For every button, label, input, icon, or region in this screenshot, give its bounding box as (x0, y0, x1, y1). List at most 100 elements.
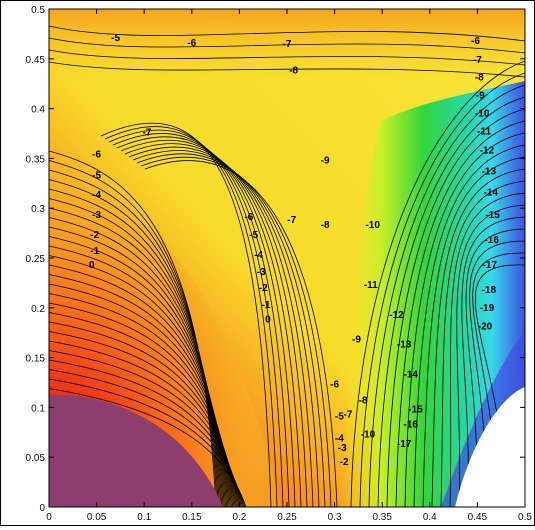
x-tick-label: 0.45 (468, 512, 488, 523)
contour-label: -4 (254, 250, 263, 261)
contour-label: -19 (480, 303, 495, 314)
contour-line (456, 204, 525, 507)
right-cool-region (341, 81, 525, 507)
y-tick-label: 0.1 (31, 403, 45, 414)
y-tick-label: 0.2 (31, 304, 45, 315)
contour-label: -1 (90, 246, 99, 257)
contour-label: -7 (473, 55, 482, 66)
contour-label: -12 (389, 310, 404, 321)
contour-label: 0 (89, 260, 95, 271)
y-tick-label: 0.45 (26, 55, 46, 66)
contour-label: -17 (397, 439, 412, 450)
contour-label: -10 (361, 429, 376, 440)
contour-label: -11 (477, 126, 491, 137)
contour-line (350, 60, 525, 507)
contour-line (136, 153, 326, 507)
contour-line (108, 129, 284, 507)
contour-label: -3 (92, 210, 101, 221)
contour-line (144, 160, 338, 507)
white-region (455, 387, 525, 507)
contour-label: -20 (478, 322, 493, 333)
contour-label: -5 (92, 170, 101, 181)
contour-line (49, 37, 525, 54)
y-tick-label: 0.15 (26, 354, 46, 365)
contour-label: -5 (335, 411, 344, 422)
contour-lines (49, 25, 525, 507)
contour-label: -10 (475, 109, 490, 120)
contour-label: -4 (335, 433, 344, 444)
y-tick-label: 0.5 (31, 5, 45, 16)
contour-line (404, 132, 525, 507)
contour-label: -3 (257, 267, 266, 278)
contour-label: -6 (244, 212, 253, 223)
contour-label: -5 (111, 33, 120, 44)
contour-label: -1 (262, 300, 271, 311)
plot-area: -5 -6 -7-8-7-6-5-4-3-2-10-6-5-4-3-2-10-7 -8… (49, 9, 525, 507)
contour-line (465, 228, 525, 507)
contour-line (49, 169, 219, 507)
contour-label: -6 (92, 149, 101, 160)
contour-label: -2 (340, 457, 349, 468)
contour-label: -8 (321, 220, 330, 231)
contour-line (431, 168, 525, 507)
contour-line (413, 144, 525, 507)
contour-label: -2 (90, 230, 99, 241)
contour-line (49, 388, 247, 507)
x-tick-label: 0.5 (518, 512, 532, 523)
contour-label: -7 (283, 39, 292, 50)
contour-label: -7 (143, 127, 152, 138)
contour-labels: -5 -6 -7-8-7-6-5-4-3-2-10-6-5-4-3-2-10-7 -8… (89, 33, 500, 468)
y-axis: 0 0.05 0.1 0.15 0.2 0.25 0.3 0.35 0.4 0.45 0.5 (26, 5, 525, 514)
contour-line (49, 160, 218, 507)
purple-region (49, 394, 223, 507)
contour-label: -13 (397, 340, 412, 351)
contour-label: -8 (289, 66, 298, 77)
contour-label: -12 (480, 145, 495, 156)
contour-label: -6 (187, 38, 196, 49)
contour-label: -7 (343, 409, 352, 420)
contour-line (124, 143, 308, 507)
contour-line (49, 378, 246, 507)
contour-label: -10 (365, 220, 380, 231)
y-tick-label: 0.4 (31, 105, 45, 116)
contour-label: -11 (364, 280, 378, 291)
contour-label: -13 (482, 166, 497, 177)
contour-line (422, 156, 525, 507)
contour-line (49, 188, 222, 507)
top-orange-band (49, 9, 525, 79)
contour-label: -14 (484, 187, 499, 198)
contour-line (132, 150, 320, 507)
contour-label: -16 (404, 419, 419, 430)
contour-label: -8 (359, 395, 368, 406)
contour-label: -5 (249, 230, 258, 241)
x-tick-label: 0.2 (232, 512, 246, 523)
contour-line (461, 216, 525, 507)
contour-line (116, 136, 296, 507)
contour-line (120, 140, 302, 507)
y-tick-label: 0.3 (31, 204, 45, 215)
contour-label: -18 (482, 285, 497, 296)
x-tick-label: 0.25 (277, 512, 297, 523)
contour-label: -15 (485, 210, 500, 221)
contour-label: -16 (484, 235, 499, 246)
contour-line (49, 198, 223, 507)
contour-label: 0 (265, 315, 271, 326)
contour-label: -9 (352, 335, 361, 346)
contour-label: -9 (321, 155, 330, 166)
y-tick-label: 0.05 (26, 453, 46, 464)
x-tick-label: 0.4 (423, 512, 437, 523)
x-tick-label: 0.15 (182, 512, 202, 523)
contour-line (49, 49, 525, 66)
y-tick-label: 0 (39, 503, 45, 514)
x-tick-label: 0.05 (87, 512, 107, 523)
contour-line (449, 192, 525, 507)
contour-label: -2 (259, 283, 268, 294)
contour-line (377, 96, 525, 507)
contour-label: -9 (476, 91, 485, 102)
contour-label: -15 (408, 404, 423, 415)
contour-line (386, 108, 525, 507)
contour-line (368, 84, 525, 507)
contour-label: -14 (404, 370, 419, 381)
